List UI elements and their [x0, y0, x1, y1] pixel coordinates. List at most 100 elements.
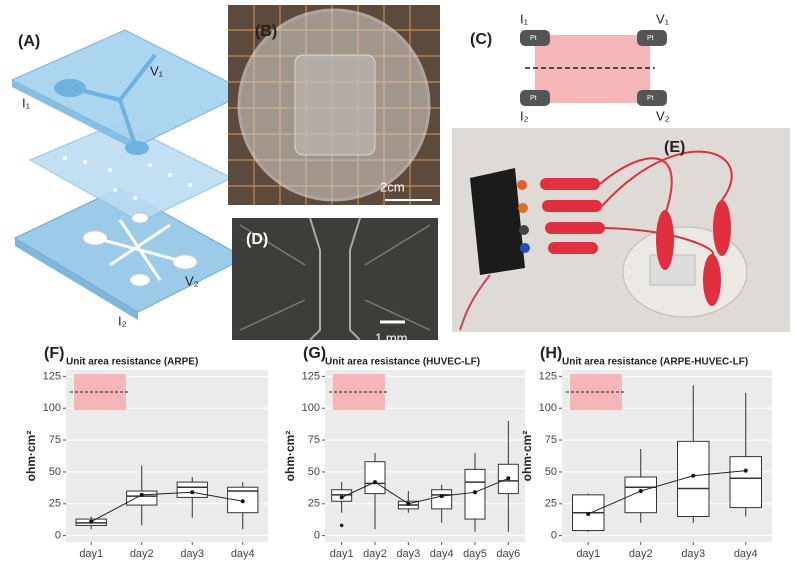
mean-dot [691, 473, 696, 478]
pt-label: Pt [530, 35, 537, 42]
mean-dot [439, 494, 444, 499]
y-tick-label: 0 [55, 530, 61, 542]
panel-label: (E) [664, 139, 685, 156]
mean-dot [638, 489, 643, 494]
photo [232, 218, 438, 340]
x-tick-label: day3 [396, 548, 420, 560]
y-tick-label: 125 [302, 370, 320, 382]
channel [309, 217, 361, 341]
chart-title: Unit area resistance (ARPE) [66, 357, 198, 368]
layer-edge [15, 238, 138, 320]
x-tick-label: day3 [681, 548, 705, 560]
label: I₂ [118, 313, 127, 328]
chart-title: Unit area resistance (ARPE-HUVEC-LF) [562, 357, 748, 368]
label: I₂ [520, 108, 529, 123]
y-tick-label: 125 [539, 370, 557, 382]
y-axis-label: ohm·cm² [520, 431, 534, 482]
mean-dot [473, 490, 477, 495]
mean-dot [139, 492, 144, 497]
box [176, 481, 208, 498]
pt-label: Pt [530, 95, 537, 102]
pt-label: Pt [647, 35, 654, 42]
layer-edge [12, 80, 140, 152]
x-tick-label: day4 [231, 548, 255, 560]
mean-dot [240, 499, 245, 504]
x-tick-label: day2 [130, 548, 154, 560]
y-axis-label: ohm·cm² [24, 431, 38, 482]
panel-label: (H) [540, 345, 562, 362]
mean-line [91, 491, 243, 523]
y-tick-label: 50 [308, 466, 320, 478]
label: V₁ [150, 63, 164, 78]
electrode-pattern [82, 212, 198, 287]
x-tick-label: day4 [430, 548, 454, 560]
y-tick-label: 75 [308, 434, 320, 446]
scale-label: 1 mm [375, 330, 408, 345]
mean-dot [339, 495, 344, 500]
holes [63, 156, 192, 200]
pt-electrode [520, 30, 550, 46]
y-tick-label: 50 [545, 466, 557, 478]
box [729, 456, 762, 509]
mean-line [588, 470, 746, 515]
pt-label: Pt [647, 95, 654, 102]
mean-dot [743, 468, 748, 473]
x-tick-label: day6 [496, 548, 520, 560]
y-tick-label: 100 [302, 402, 320, 414]
channel [239, 224, 431, 331]
clips [540, 178, 731, 306]
mean-dot [190, 490, 195, 495]
y-tick-label: 75 [49, 434, 61, 446]
y-tick-label: 0 [314, 530, 320, 542]
y-axis-label: ohm·cm² [283, 431, 297, 482]
panel-e: (E) [452, 128, 790, 332]
chart-title: Unit area resistance (HUVEC-LF) [325, 357, 480, 368]
mean-dot [586, 511, 591, 516]
panel-b: 2cm (B) [228, 5, 440, 205]
y-tick-label: 100 [539, 402, 557, 414]
chip [649, 254, 696, 286]
box [364, 461, 386, 495]
well [54, 79, 86, 97]
panel-d: 1 mm (D) [232, 217, 438, 345]
panel-label: (F) [44, 345, 64, 362]
mean-dot [406, 501, 411, 506]
x-tick-label: day4 [734, 548, 758, 560]
box [624, 476, 657, 514]
wire [599, 150, 733, 256]
pt-electrode [520, 90, 550, 106]
wire [459, 274, 491, 331]
y-tick-label: 50 [49, 466, 61, 478]
mean-dot [373, 480, 377, 485]
x-tick-label: day1 [79, 548, 103, 560]
mean-dot [506, 476, 511, 481]
panel-label: (A) [18, 33, 40, 50]
x-tick-label: day5 [463, 548, 487, 560]
panel-c: Pt Pt Pt Pt I₁ V₁ I₂ V₂ (C) [470, 11, 670, 123]
y-tick-label: 25 [49, 498, 61, 510]
label: I₁ [22, 95, 31, 110]
panel-label: (C) [470, 31, 492, 48]
scale-label: 2cm [380, 179, 405, 194]
mean-dot [89, 519, 94, 524]
y-tick-label: 0 [551, 530, 557, 542]
panel-label: (D) [246, 231, 268, 248]
panel-a: (A) V₁ I₁ V₂ I₂ [10, 29, 250, 328]
mean-line [341, 477, 509, 505]
pt-electrode [637, 90, 667, 106]
x-tick-label: day2 [629, 548, 653, 560]
x-tick-label: day2 [363, 548, 387, 560]
y-tick-label: 100 [43, 402, 61, 414]
box [470, 168, 525, 275]
x-tick-label: day1 [576, 548, 600, 560]
membrane [535, 35, 650, 103]
panel-label: (B) [255, 23, 277, 40]
x-tick-label: day1 [330, 548, 354, 560]
outlier [339, 523, 344, 528]
label: I₁ [520, 11, 529, 26]
x-tick-label: day3 [180, 548, 204, 560]
panel-label: (G) [303, 345, 326, 362]
y-tick-label: 125 [43, 370, 61, 382]
label: V₁ [656, 11, 670, 26]
